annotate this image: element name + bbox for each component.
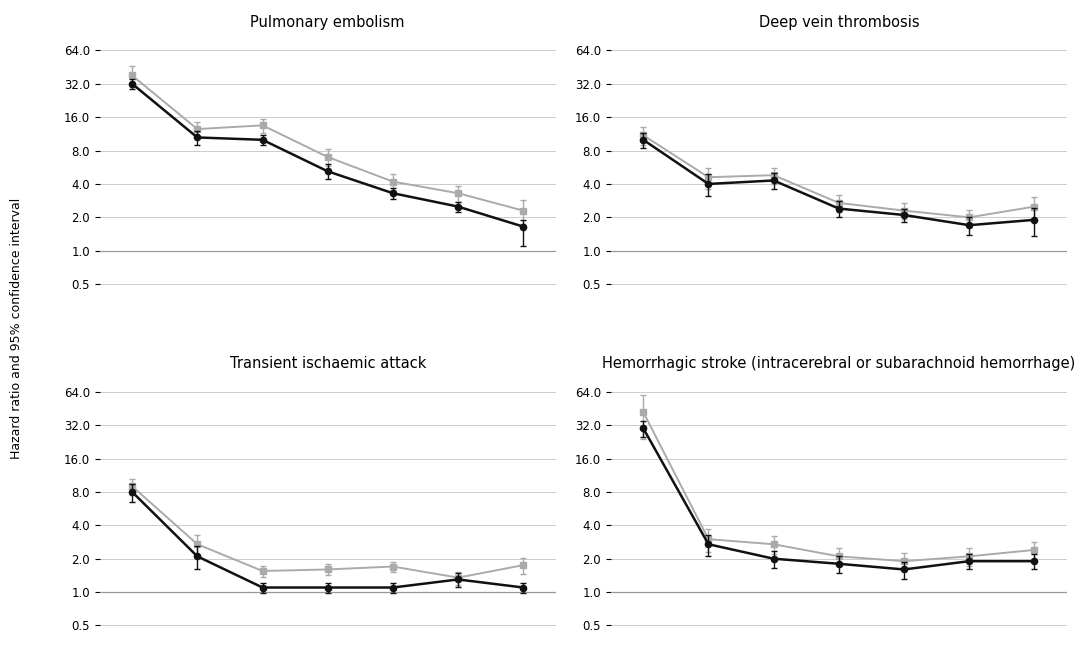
Title: Pulmonary embolism: Pulmonary embolism (250, 15, 405, 30)
Title: Hemorrhagic stroke (intracerebral or subarachnoid hemorrhage): Hemorrhagic stroke (intracerebral or sub… (603, 356, 1076, 371)
Text: Hazard ratio and 95% confidence interval: Hazard ratio and 95% confidence interval (10, 197, 23, 459)
Title: Deep vein thrombosis: Deep vein thrombosis (758, 15, 919, 30)
Title: Transient ischaemic attack: Transient ischaemic attack (229, 356, 426, 371)
